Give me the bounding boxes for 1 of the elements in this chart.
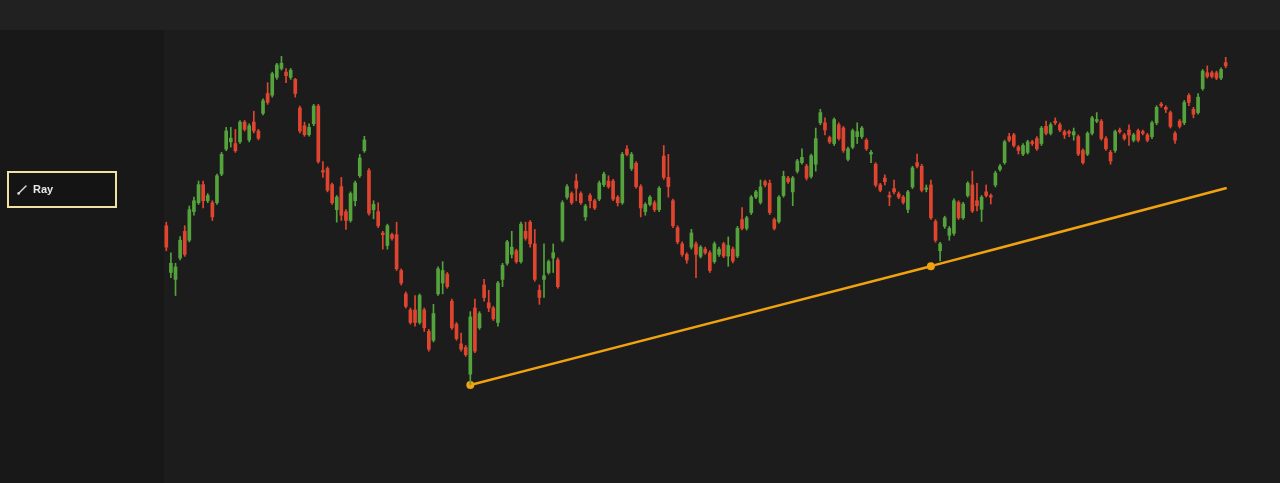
highlight-frame: Ray <box>7 171 117 208</box>
